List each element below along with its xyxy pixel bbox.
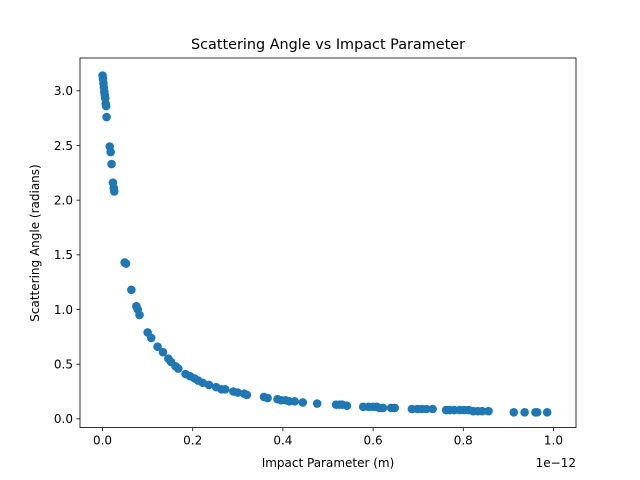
- x-offset-label: 1e−12: [536, 456, 576, 470]
- x-tick-label: 0.8: [454, 434, 473, 448]
- data-point: [312, 399, 322, 408]
- x-axis-label: Impact Parameter (m): [262, 456, 395, 470]
- axes-frame: [79, 57, 577, 429]
- data-point: [220, 385, 230, 394]
- data-point: [484, 406, 493, 416]
- data-point: [107, 159, 116, 169]
- data-point: [422, 404, 431, 414]
- x-tick-label: 0.0: [93, 434, 112, 448]
- data-point: [542, 407, 552, 417]
- x-tick-label: 0.2: [183, 434, 202, 448]
- data-point: [532, 407, 542, 417]
- data-point: [242, 390, 252, 400]
- chart-title: Scattering Angle vs Impact Parameter: [191, 37, 465, 53]
- x-tick-label: 0.6: [364, 434, 383, 448]
- y-tick-label: 0.5: [54, 357, 73, 371]
- data-point: [121, 259, 131, 268]
- data-point: [520, 407, 529, 417]
- x-tick-label: 0.4: [273, 434, 292, 448]
- y-tick-label: 2.0: [54, 193, 73, 207]
- x-tick-label: 1.0: [544, 434, 563, 448]
- data-point: [174, 364, 183, 373]
- data-point: [109, 187, 119, 196]
- data-point: [263, 393, 272, 403]
- data-point: [127, 285, 136, 295]
- data-point: [146, 333, 156, 343]
- y-tick-label: 3.0: [54, 84, 73, 98]
- data-point: [298, 398, 308, 407]
- data-point: [342, 401, 352, 411]
- y-tick-label: 2.5: [54, 139, 73, 153]
- data-point: [106, 147, 115, 157]
- y-tick-label: 1.0: [54, 303, 73, 317]
- x-axis-ticks: 0.0 0.2 0.4 0.6 0.8 1.0: [93, 427, 563, 448]
- data-point: [390, 403, 400, 413]
- data-point: [102, 112, 111, 122]
- data-point: [135, 310, 144, 320]
- y-tick-label: 1.5: [54, 248, 73, 262]
- data-point: [101, 101, 111, 111]
- data-point: [428, 404, 437, 414]
- data-point: [158, 347, 168, 357]
- data-point: [378, 403, 388, 413]
- y-axis-ticks: 0.0 0.5 1.0 1.5 2.0 2.5 3.0: [54, 84, 80, 426]
- data-points: [98, 71, 552, 417]
- data-point: [477, 406, 487, 416]
- data-point: [290, 397, 299, 406]
- data-point: [509, 407, 519, 417]
- y-tick-label: 0.0: [54, 412, 73, 426]
- y-axis-label: Scattering Angle (radians): [28, 164, 42, 321]
- data-point: [153, 342, 162, 351]
- data-point: [204, 380, 214, 390]
